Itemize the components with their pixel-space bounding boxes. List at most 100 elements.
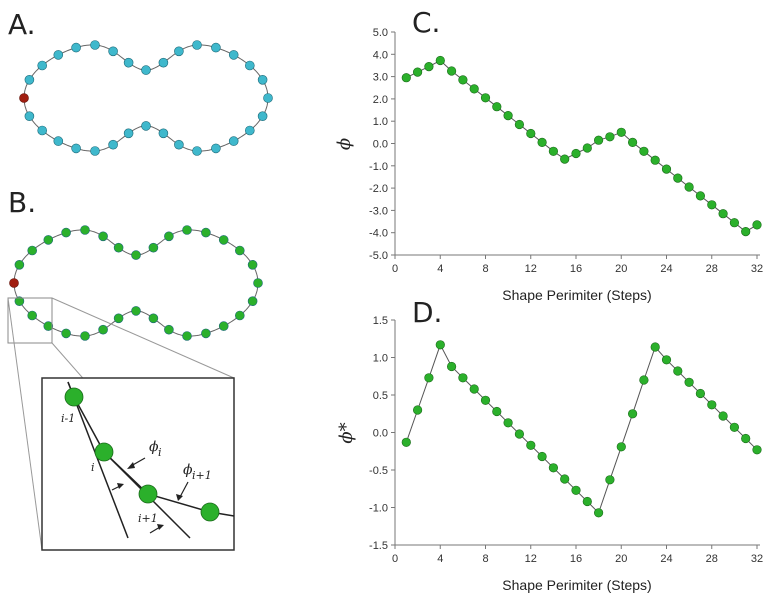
chart-d-data-point xyxy=(616,442,626,452)
chart-c-data-point xyxy=(593,135,604,145)
shape-b-bead xyxy=(235,310,245,321)
shape-b-bead xyxy=(131,306,141,316)
shape-b-bead xyxy=(218,321,229,331)
shape-b-bead xyxy=(235,245,245,256)
chart-c-y-tick-label: 0.0 xyxy=(373,139,388,151)
chart-d-x-tick-label: 0 xyxy=(392,553,398,565)
chart-c-y-tick-label: 1.0 xyxy=(373,116,388,128)
chart-c-data-point xyxy=(752,220,762,230)
inset-arrowhead-3 xyxy=(176,494,183,501)
shape-a-bead xyxy=(108,139,118,150)
shape-b-bead xyxy=(14,259,25,270)
chart-c-y-tick-label: 4.0 xyxy=(373,49,388,61)
shape-b-bead xyxy=(98,231,108,242)
chart-d-y-tick-label: -1.5 xyxy=(369,540,388,552)
chart-d-x-tick-label: 24 xyxy=(660,553,672,565)
chart-d-data-point xyxy=(673,366,683,376)
chart-d-data-point xyxy=(548,463,559,473)
shape-a-bead xyxy=(53,136,64,146)
shape-a-bead xyxy=(123,128,134,139)
shape-b-bead xyxy=(247,296,258,307)
chart-d-data-point xyxy=(718,411,728,421)
chart-d-data-point xyxy=(469,384,479,394)
chart-c-data-point xyxy=(627,137,638,147)
inset-arrowhead-4 xyxy=(157,524,164,530)
shape-a-bead xyxy=(53,50,64,60)
inset-label-i: i xyxy=(91,461,95,474)
chart-c-data-point xyxy=(729,218,740,228)
shape-a-bead xyxy=(158,128,169,139)
chart-c-data-point xyxy=(673,173,683,183)
chart-c-y-tick-label: 3.0 xyxy=(373,72,388,84)
inset-phi-i: ϕ xyxy=(149,439,159,455)
inset-phi-i1: ϕ xyxy=(183,462,193,478)
chart-c-data-point xyxy=(684,182,694,192)
shape-a-bead xyxy=(141,121,151,131)
inset-phi-i-sub: i xyxy=(158,446,162,459)
chart-c-data-point xyxy=(707,200,717,210)
chart-c-y-tick-label: -3.0 xyxy=(369,205,388,217)
shape-a-bead xyxy=(71,42,81,53)
panel-label-d: D. xyxy=(412,296,442,329)
chart-d-x-tick-label: 20 xyxy=(615,553,627,565)
chart-d-data-point xyxy=(560,474,570,484)
shape-a-bead xyxy=(192,40,202,50)
panel-label-c: C. xyxy=(412,6,440,39)
chart-c-x-tick-label: 24 xyxy=(660,263,672,275)
chart-d-data-point xyxy=(571,485,581,495)
chart-d-data-point xyxy=(537,451,547,462)
chart-c-data-point xyxy=(695,191,706,201)
chart-c-y-tick-label: 2.0 xyxy=(373,94,388,106)
inset-arrowhead-2 xyxy=(117,483,124,489)
chart-c-data-point xyxy=(741,227,751,237)
shape-a-bead xyxy=(174,139,184,150)
chart-d-data-point xyxy=(582,496,592,507)
chart-d: 1.51.00.50.0-0.5-1.0-1.50 4 8 12 16 20 24 28 32 … xyxy=(336,315,763,593)
shape-a-bead xyxy=(245,125,255,136)
shape-a-bead xyxy=(24,75,35,85)
shape-b-bead xyxy=(218,235,229,245)
chart-d-x-tick-label: 12 xyxy=(525,553,537,565)
chart-c-data-point xyxy=(650,155,660,165)
chart-c-data-point xyxy=(548,146,559,156)
chart-c-y-tick-label: -2.0 xyxy=(369,183,388,195)
chart-c-data-point xyxy=(401,73,411,83)
chart-c-data-point xyxy=(537,137,547,147)
shape-a-outline xyxy=(19,40,273,156)
shape-a-bead xyxy=(257,111,268,121)
shape-b-bead xyxy=(247,259,258,270)
chart-d-x-tick-label: 32 xyxy=(751,553,763,565)
inset-label-i-plus-1: i+1 xyxy=(138,512,158,525)
chart-d-data-point xyxy=(458,373,468,383)
chart-d-data-point xyxy=(605,475,615,485)
chart-d-y-tick-label: 1.5 xyxy=(373,315,388,327)
shape-b-contour xyxy=(13,229,259,337)
inset-bead-i-minus-1 xyxy=(64,387,84,407)
chart-c-x-tick-label: 4 xyxy=(437,263,443,275)
shape-b-bead xyxy=(201,328,211,339)
chart-c-series-line xyxy=(406,59,758,233)
chart-c-data-point xyxy=(560,154,570,164)
shape-a-bead xyxy=(228,50,239,60)
inset-bead-next xyxy=(200,502,220,522)
chart-c-data-point xyxy=(639,146,649,156)
chart-d-data-point xyxy=(424,373,434,383)
shape-b-bead xyxy=(201,227,211,238)
shape-b-bead xyxy=(182,225,192,235)
shape-b-bead xyxy=(14,296,25,307)
inset-bead-i xyxy=(94,442,114,462)
shape-b-bead xyxy=(27,310,38,321)
chart-d-data-point xyxy=(741,433,751,444)
shape-a-start-bead xyxy=(19,93,29,103)
chart-d-y-tick-label: -0.5 xyxy=(369,465,388,477)
shape-b-bead xyxy=(113,242,124,253)
shape-b-bead xyxy=(148,242,159,253)
chart-c-data-point xyxy=(424,61,434,72)
shape-a-bead xyxy=(37,60,48,71)
chart-d-data-point xyxy=(639,375,649,385)
chart-d-data-point xyxy=(526,440,536,450)
chart-c-data-point xyxy=(447,66,457,76)
shape-a-bead xyxy=(90,146,100,156)
shape-b-bead xyxy=(253,278,263,288)
chart-c-x-tick-label: 8 xyxy=(482,263,488,275)
